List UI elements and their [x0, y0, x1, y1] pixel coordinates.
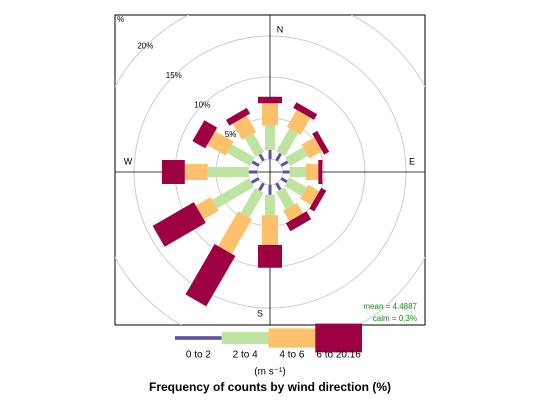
legend-label: 2 to 4: [233, 350, 258, 361]
wind-bar: [280, 177, 288, 184]
annotation: mean = 4.4887: [363, 302, 417, 311]
corner-label: %: [117, 15, 124, 24]
compass-label: S: [257, 308, 263, 318]
legend-swatch: [175, 336, 222, 340]
wind-bar: [283, 170, 290, 174]
wind-bar: [195, 197, 219, 220]
wind-bar: [212, 178, 255, 209]
wind-bar: [258, 244, 282, 268]
wind-bar: [285, 147, 308, 167]
wind-bar: [185, 244, 236, 307]
wind-bar: [275, 152, 282, 162]
wind-bar: [283, 202, 304, 222]
chart-title: Frequency of counts by wind direction (%…: [149, 380, 391, 394]
wind-bar: [306, 164, 319, 180]
annotation: calm = 0.3%: [373, 314, 417, 323]
r-tick-label: 10%: [194, 101, 210, 110]
wind-bar: [309, 187, 327, 212]
wind-bar: [312, 130, 330, 155]
wind-bar: [265, 125, 275, 150]
wind-bar: [276, 128, 299, 157]
wind-bar: [286, 109, 311, 135]
wind-bar: [318, 160, 323, 184]
legend-swatch: [221, 332, 269, 344]
wind-bar: [250, 177, 260, 184]
wind-bar: [285, 211, 312, 232]
wind-bar: [218, 211, 252, 254]
wind-bar: [152, 202, 206, 247]
legend-label: 0 to 2: [186, 350, 211, 361]
compass-label: W: [124, 156, 133, 166]
wind-bar: [262, 215, 278, 245]
wind-bar: [275, 187, 295, 210]
wind-bar: [251, 160, 260, 167]
r-tick-label: 15%: [166, 71, 182, 80]
wind-bar: [258, 153, 265, 162]
wind-bar: [207, 167, 249, 177]
wind-bar: [184, 164, 208, 180]
wind-bar: [232, 115, 257, 140]
wind-bar: [240, 187, 264, 218]
compass-label: N: [277, 24, 284, 34]
wind-bar: [300, 184, 320, 206]
wind-bar: [284, 177, 307, 196]
wind-bar: [244, 133, 265, 157]
compass-label: E: [409, 156, 415, 166]
wind-bar: [293, 102, 318, 120]
wind-bar: [275, 182, 282, 191]
wind-bar: [265, 194, 275, 216]
wind-bar: [268, 185, 272, 195]
wind-bar: [227, 144, 255, 167]
legend-swatch: [268, 328, 316, 348]
legend-label: 4 to 6: [279, 350, 304, 361]
wind-bar: [192, 120, 218, 149]
units-label: (m s⁻¹): [254, 367, 285, 378]
wind-bar: [258, 96, 282, 104]
wind-bar: [207, 131, 234, 156]
wind-bar: [248, 170, 257, 174]
wind-bar: [258, 182, 265, 192]
wind-bar: [280, 160, 289, 167]
wind-bar: [226, 107, 251, 126]
wind-bar: [289, 167, 306, 177]
wind-bar: [301, 137, 323, 159]
r-tick-label: 5%: [225, 130, 237, 139]
wind-bar: [161, 160, 185, 184]
legend-swatch: [315, 323, 362, 353]
legend-label: 6 to 20.16: [316, 350, 361, 361]
r-tick-label: 20%: [137, 41, 153, 50]
wind-bar: [268, 150, 272, 159]
wind-bar: [262, 103, 278, 126]
